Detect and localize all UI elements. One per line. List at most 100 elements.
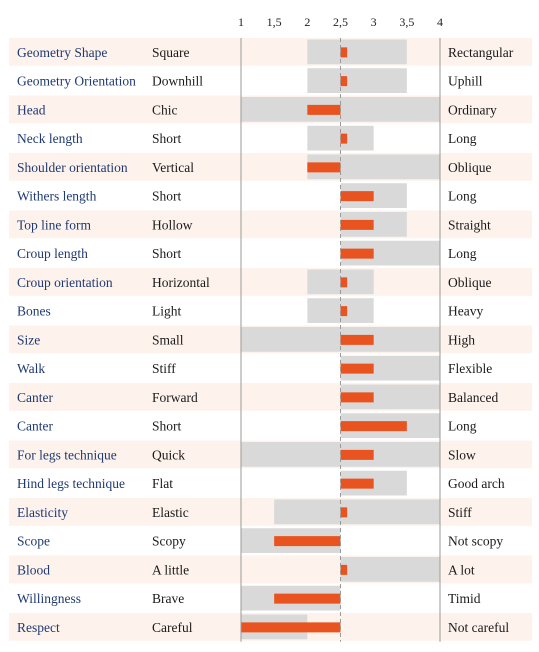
row-band bbox=[9, 153, 532, 181]
value-bar bbox=[340, 219, 374, 230]
trait-label: Bones bbox=[17, 304, 51, 319]
x-tick-label: 2,5 bbox=[333, 15, 348, 29]
low-label: Downhill bbox=[152, 74, 203, 89]
high-label: Stiff bbox=[448, 505, 472, 520]
row-band bbox=[9, 38, 532, 66]
value-bar bbox=[340, 392, 374, 403]
high-label: High bbox=[448, 332, 475, 347]
trait-label: Willingness bbox=[17, 591, 81, 606]
high-label: A lot bbox=[448, 562, 475, 577]
high-label: Rectangular bbox=[448, 45, 514, 60]
x-axis-ticks: 1 1,5 2 2,5 3 3,5 4 bbox=[238, 15, 443, 29]
trait-label: For legs technique bbox=[17, 447, 117, 462]
value-bar bbox=[340, 133, 348, 144]
x-tick-label: 1,5 bbox=[267, 15, 282, 29]
low-label: Elastic bbox=[152, 505, 189, 520]
low-label: Short bbox=[152, 189, 182, 204]
trait-label: Walk bbox=[17, 361, 45, 376]
value-bar bbox=[340, 277, 348, 288]
low-label: Forward bbox=[152, 390, 198, 405]
value-bar bbox=[274, 593, 341, 604]
trait-label: Blood bbox=[17, 562, 50, 577]
trait-label: Elasticity bbox=[17, 505, 68, 520]
row-band bbox=[9, 555, 532, 584]
row-band bbox=[9, 210, 532, 239]
value-bar bbox=[340, 334, 374, 345]
trait-label: Top line form bbox=[17, 217, 92, 232]
value-bar bbox=[307, 162, 341, 173]
x-tick-label: 2 bbox=[304, 15, 310, 29]
high-label: Ordinary bbox=[448, 102, 497, 117]
high-label: Oblique bbox=[448, 160, 492, 175]
high-label: Uphill bbox=[448, 74, 483, 89]
trait-label: Hind legs technique bbox=[17, 476, 125, 491]
row-band bbox=[9, 498, 532, 526]
high-label: Timid bbox=[448, 591, 481, 606]
high-label: Long bbox=[448, 246, 477, 261]
high-label: Long bbox=[448, 131, 477, 146]
axis-lines bbox=[240, 38, 441, 642]
value-bar bbox=[241, 622, 341, 633]
low-label: Short bbox=[152, 131, 182, 146]
low-label: Vertical bbox=[152, 160, 194, 175]
trait-label: Withers length bbox=[17, 189, 97, 204]
low-label: Small bbox=[152, 332, 184, 347]
low-label: Short bbox=[152, 246, 182, 261]
x-tick-label: 4 bbox=[437, 15, 443, 29]
value-bar bbox=[307, 104, 341, 115]
low-label: A little bbox=[152, 562, 189, 577]
trait-label: Canter bbox=[17, 419, 53, 434]
high-label: Good arch bbox=[448, 476, 505, 491]
low-label: Short bbox=[152, 419, 182, 434]
value-bar bbox=[340, 248, 374, 259]
low-label: Square bbox=[152, 45, 190, 60]
low-label: Flat bbox=[152, 476, 173, 491]
low-label: Careful bbox=[152, 620, 193, 635]
low-label: Light bbox=[152, 304, 181, 319]
trait-label: Shoulder orientation bbox=[17, 160, 128, 175]
value-bar bbox=[340, 449, 374, 460]
value-bar bbox=[340, 478, 374, 489]
trait-label: Geometry Orientation bbox=[17, 74, 136, 89]
low-label: Stiff bbox=[152, 361, 176, 376]
low-label: Chic bbox=[152, 102, 178, 117]
high-label: Straight bbox=[448, 217, 491, 232]
value-bar bbox=[340, 421, 407, 432]
value-bar bbox=[340, 191, 374, 202]
low-label: Hollow bbox=[152, 217, 193, 232]
high-label: Not careful bbox=[448, 620, 509, 635]
high-label: Balanced bbox=[448, 390, 498, 405]
value-bar bbox=[340, 507, 348, 518]
range-bar bbox=[307, 39, 407, 65]
value-bar bbox=[274, 536, 341, 547]
high-label: Long bbox=[448, 419, 477, 434]
range-bar bbox=[274, 499, 440, 525]
low-label: Brave bbox=[152, 591, 184, 606]
low-label: Quick bbox=[152, 447, 185, 462]
range-bar bbox=[307, 68, 407, 93]
value-bar bbox=[340, 564, 348, 575]
trait-label: Scope bbox=[17, 534, 50, 549]
x-tick-label: 3,5 bbox=[399, 15, 414, 29]
high-label: Oblique bbox=[448, 275, 492, 290]
value-bar bbox=[340, 363, 374, 374]
row-labels: Geometry Shape Square Rectangular Geometry … bbox=[17, 45, 514, 635]
trait-label: Head bbox=[17, 102, 46, 117]
high-label: Long bbox=[448, 189, 477, 204]
trait-label: Neck length bbox=[17, 131, 83, 146]
range-bar bbox=[340, 557, 440, 582]
high-label: Not scopy bbox=[448, 534, 503, 549]
low-label: Horizontal bbox=[152, 275, 210, 290]
trait-label: Geometry Shape bbox=[17, 45, 107, 60]
trait-label: Croup orientation bbox=[17, 275, 113, 290]
high-label: Slow bbox=[448, 447, 476, 462]
low-label: Scopy bbox=[152, 534, 186, 549]
value-bar bbox=[340, 76, 348, 87]
value-bar bbox=[340, 306, 348, 317]
row-band bbox=[9, 268, 532, 296]
value-bar bbox=[340, 47, 348, 58]
trait-label: Croup length bbox=[17, 246, 88, 261]
trait-label: Size bbox=[17, 332, 40, 347]
high-label: Flexible bbox=[448, 361, 492, 376]
